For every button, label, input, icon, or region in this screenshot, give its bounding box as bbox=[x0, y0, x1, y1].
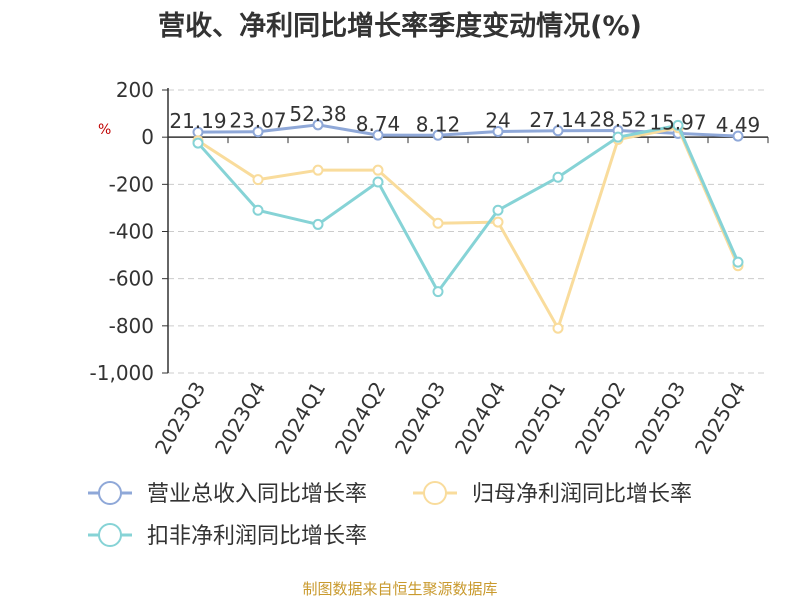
chart-title: 营收、净利同比增长率季度变动情况(%) bbox=[158, 11, 642, 42]
data-point bbox=[732, 130, 744, 142]
data-point bbox=[252, 174, 264, 186]
x-tick-label: 2025Q3 bbox=[630, 378, 690, 459]
series-line bbox=[197, 126, 740, 330]
data-point bbox=[372, 129, 384, 141]
x-tick-label: 2025Q1 bbox=[510, 378, 570, 459]
data-point bbox=[552, 322, 564, 334]
y-tick-label: 0 bbox=[141, 125, 154, 149]
data-labels: 21.19 23.07 52.38 8.74 8.12 24 27.14 28.52 15.97… bbox=[169, 102, 760, 137]
legend-label: 营业总收入同比增长率 bbox=[147, 482, 367, 507]
data-point bbox=[192, 137, 204, 149]
data-point bbox=[312, 164, 324, 176]
data-label: 4.49 bbox=[716, 113, 761, 137]
x-tick-label: 2025Q2 bbox=[570, 378, 630, 459]
y-axis-unit-label: % bbox=[98, 122, 112, 138]
legend-swatch-marker bbox=[98, 481, 122, 505]
x-tick-label: 2024Q1 bbox=[270, 378, 330, 459]
data-label: 23.07 bbox=[229, 109, 286, 133]
grid-lines bbox=[168, 89, 768, 374]
data-point bbox=[312, 218, 324, 230]
data-point bbox=[432, 286, 444, 298]
y-tick-label: -200 bbox=[109, 172, 154, 196]
data-label: 8.74 bbox=[356, 112, 401, 136]
data-label: 15.97 bbox=[649, 110, 706, 134]
data-point bbox=[372, 176, 384, 188]
y-tick-label: -600 bbox=[109, 267, 154, 291]
data-label: 27.14 bbox=[529, 108, 586, 132]
data-point bbox=[732, 256, 744, 268]
data-source-note: 制图数据来自恒生聚源数据库 bbox=[302, 580, 498, 598]
data-point bbox=[492, 126, 504, 138]
data-label: 28.52 bbox=[589, 107, 646, 131]
legend-swatch-marker bbox=[423, 481, 447, 505]
legend-label: 归母净利润同比增长率 bbox=[472, 482, 692, 507]
data-point bbox=[432, 129, 444, 141]
data-point bbox=[432, 217, 444, 229]
legend-label: 扣非净利润同比增长率 bbox=[147, 524, 367, 549]
y-tick-label: -800 bbox=[109, 314, 154, 338]
data-point bbox=[552, 125, 564, 137]
x-tick-label: 2024Q3 bbox=[390, 378, 450, 459]
x-tick-label: 2024Q2 bbox=[330, 378, 390, 459]
data-label: 8.12 bbox=[416, 112, 461, 136]
data-point bbox=[552, 171, 564, 183]
data-point bbox=[612, 131, 624, 143]
x-tick-label: 2024Q4 bbox=[450, 378, 510, 459]
data-point bbox=[252, 126, 264, 138]
data-label: 52.38 bbox=[289, 102, 346, 126]
y-tick-label: -1,000 bbox=[90, 361, 154, 385]
series-line bbox=[196, 123, 740, 294]
data-point bbox=[492, 216, 504, 228]
series-lines bbox=[192, 119, 744, 334]
x-tick-label: 2025Q4 bbox=[690, 378, 750, 459]
data-point bbox=[252, 204, 264, 216]
data-point bbox=[312, 119, 324, 131]
legend-swatch-marker bbox=[98, 523, 122, 547]
data-label: 21.19 bbox=[169, 109, 226, 133]
data-point bbox=[672, 119, 684, 131]
y-tick-label: -400 bbox=[109, 220, 154, 244]
data-point bbox=[372, 164, 384, 176]
data-label: 24 bbox=[485, 109, 510, 133]
x-tick-label: 2023Q4 bbox=[210, 378, 270, 459]
data-point bbox=[492, 204, 504, 216]
y-tick-label: 200 bbox=[116, 78, 154, 102]
x-tick-label: 2023Q3 bbox=[150, 378, 210, 459]
